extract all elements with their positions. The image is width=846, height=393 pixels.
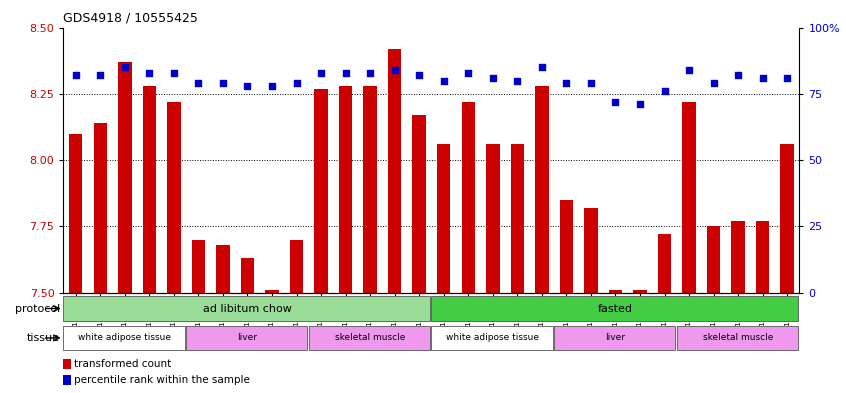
Point bbox=[93, 72, 107, 78]
Bar bbox=[511, 144, 524, 293]
Point bbox=[437, 77, 450, 84]
Point bbox=[216, 80, 229, 86]
Point bbox=[289, 80, 303, 86]
Bar bbox=[217, 245, 229, 293]
FancyBboxPatch shape bbox=[677, 325, 798, 351]
Text: white adipose tissue: white adipose tissue bbox=[447, 334, 539, 342]
Point bbox=[706, 80, 720, 86]
Point bbox=[314, 70, 327, 76]
Bar bbox=[413, 115, 426, 293]
Point bbox=[510, 77, 524, 84]
Text: tissue: tissue bbox=[27, 333, 60, 343]
Point bbox=[535, 64, 548, 70]
Point bbox=[265, 83, 278, 89]
Text: protocol: protocol bbox=[14, 303, 60, 314]
Point bbox=[142, 70, 156, 76]
Bar bbox=[168, 102, 180, 293]
Bar bbox=[462, 102, 475, 293]
Point bbox=[584, 80, 597, 86]
Point bbox=[657, 88, 671, 94]
FancyBboxPatch shape bbox=[431, 296, 798, 321]
Point bbox=[486, 75, 499, 81]
FancyBboxPatch shape bbox=[431, 325, 552, 351]
Bar bbox=[266, 290, 278, 293]
Bar bbox=[63, 359, 71, 369]
Point bbox=[363, 70, 376, 76]
Point bbox=[461, 70, 475, 76]
Text: transformed count: transformed count bbox=[74, 358, 171, 369]
Bar bbox=[364, 86, 376, 293]
Text: GDS4918 / 10555425: GDS4918 / 10555425 bbox=[63, 12, 198, 25]
FancyBboxPatch shape bbox=[309, 325, 430, 351]
Text: liver: liver bbox=[238, 334, 257, 342]
Bar bbox=[339, 86, 352, 293]
FancyBboxPatch shape bbox=[63, 325, 184, 351]
Bar bbox=[781, 144, 794, 293]
Point bbox=[167, 70, 180, 76]
Bar bbox=[94, 123, 107, 293]
Point bbox=[633, 101, 646, 108]
Bar bbox=[536, 86, 548, 293]
Point bbox=[682, 67, 695, 73]
FancyBboxPatch shape bbox=[186, 325, 307, 351]
Bar bbox=[388, 49, 401, 293]
Text: fasted: fasted bbox=[598, 303, 633, 314]
Bar bbox=[756, 221, 769, 293]
Bar bbox=[437, 144, 450, 293]
Point bbox=[559, 80, 573, 86]
Point bbox=[338, 70, 352, 76]
Bar bbox=[192, 240, 205, 293]
Bar bbox=[707, 226, 720, 293]
Point bbox=[412, 72, 426, 78]
Text: liver: liver bbox=[606, 334, 625, 342]
Point bbox=[731, 72, 744, 78]
FancyBboxPatch shape bbox=[63, 296, 430, 321]
Text: ad libitum chow: ad libitum chow bbox=[203, 303, 292, 314]
Bar bbox=[560, 200, 573, 293]
Point bbox=[755, 75, 769, 81]
Point bbox=[780, 75, 794, 81]
Point bbox=[240, 83, 254, 89]
Point bbox=[387, 67, 401, 73]
Point bbox=[118, 64, 131, 70]
FancyBboxPatch shape bbox=[554, 325, 675, 351]
Bar bbox=[143, 86, 156, 293]
Bar bbox=[585, 208, 597, 293]
Bar bbox=[69, 134, 82, 293]
Bar bbox=[634, 290, 646, 293]
Bar bbox=[732, 221, 744, 293]
Text: percentile rank within the sample: percentile rank within the sample bbox=[74, 375, 250, 385]
Bar bbox=[63, 375, 71, 385]
Bar bbox=[315, 88, 327, 293]
Bar bbox=[118, 62, 131, 293]
Text: skeletal muscle: skeletal muscle bbox=[703, 334, 773, 342]
Bar bbox=[241, 258, 254, 293]
Bar bbox=[486, 144, 499, 293]
Bar bbox=[290, 240, 303, 293]
Point bbox=[69, 72, 82, 78]
Bar bbox=[609, 290, 622, 293]
Point bbox=[608, 99, 622, 105]
Point bbox=[191, 80, 205, 86]
Text: white adipose tissue: white adipose tissue bbox=[79, 334, 171, 342]
Bar bbox=[658, 235, 671, 293]
Text: skeletal muscle: skeletal muscle bbox=[335, 334, 405, 342]
Bar bbox=[683, 102, 695, 293]
